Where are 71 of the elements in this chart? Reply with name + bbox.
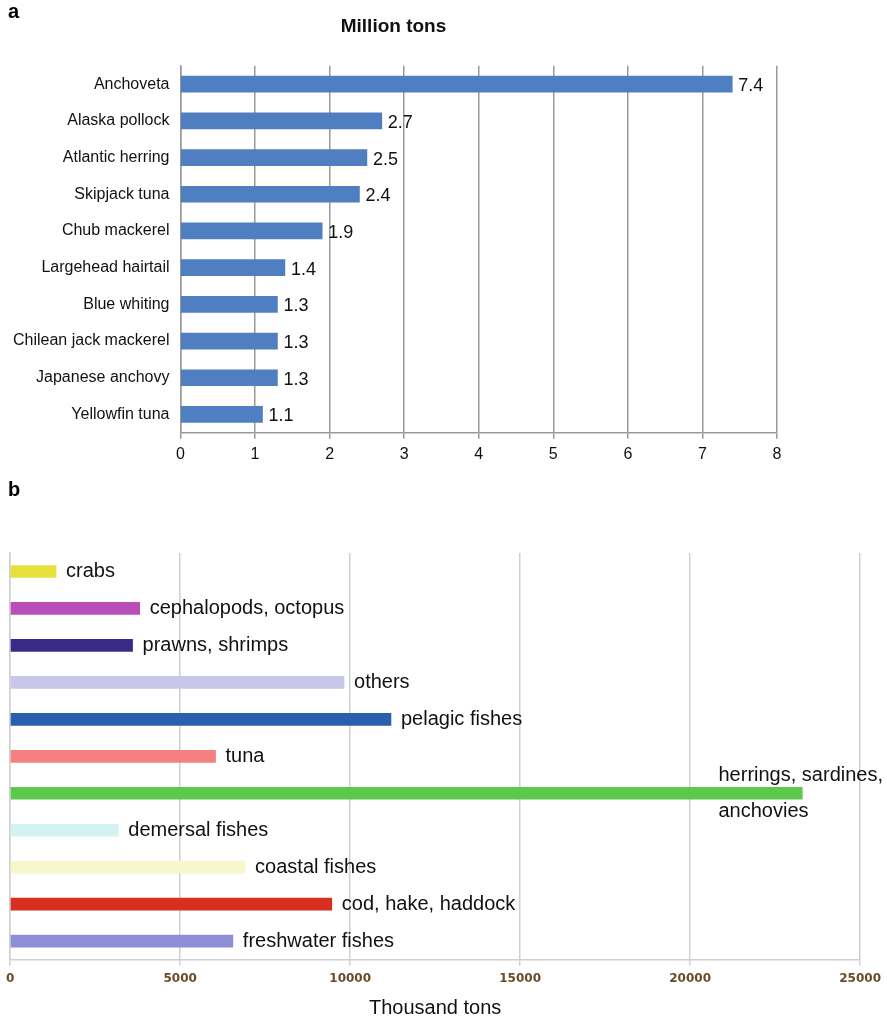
data-label: 7.4 bbox=[738, 75, 764, 96]
text: b bbox=[8, 478, 21, 501]
bar bbox=[10, 676, 345, 689]
y-tick-label: cephalopods, octopus bbox=[149, 595, 345, 618]
y-tick-label: prawns, shrimps bbox=[142, 632, 289, 655]
bar bbox=[10, 713, 392, 726]
bar bbox=[10, 565, 57, 578]
bar bbox=[10, 897, 333, 911]
y-tick-label: Chilean jack mackerel bbox=[12, 331, 170, 349]
x-tick-label: 8 bbox=[772, 444, 782, 462]
x-tick-label: 10000 bbox=[329, 970, 372, 985]
y-tick-label: coastal fishes bbox=[255, 854, 377, 877]
x-tick-label: 6 bbox=[623, 444, 633, 462]
bar bbox=[180, 185, 360, 203]
bar bbox=[10, 749, 216, 763]
data-label: 1.3 bbox=[283, 368, 309, 389]
x-tick-label: 0 bbox=[176, 444, 186, 462]
x-tick-label: 1 bbox=[250, 444, 260, 462]
bar bbox=[180, 406, 263, 423]
x-tick-label: 0 bbox=[6, 970, 15, 985]
y-tick-label: tuna bbox=[225, 743, 266, 766]
x-axis-title: Thousand tons bbox=[368, 995, 502, 1018]
bar bbox=[180, 75, 733, 93]
bar bbox=[180, 259, 286, 276]
y-tick-label: Largehead hairtail bbox=[41, 258, 170, 276]
y-tick-label: Yellowfin tuna bbox=[71, 404, 170, 422]
text: a bbox=[8, 0, 20, 23]
data-label: 1.9 bbox=[328, 221, 354, 242]
data-label: 1.3 bbox=[283, 332, 309, 353]
x-tick-label: 4 bbox=[474, 444, 484, 462]
bar bbox=[10, 602, 141, 615]
bar bbox=[10, 934, 234, 948]
x-tick-label: 5000 bbox=[163, 970, 197, 985]
bar bbox=[180, 222, 323, 240]
data-label: 1.1 bbox=[268, 405, 294, 426]
y-tick-label: Blue whiting bbox=[83, 294, 170, 312]
bar bbox=[180, 369, 278, 387]
y-tick-label: Alaska pollock bbox=[67, 111, 171, 129]
y-tick-label: crabs bbox=[66, 559, 115, 581]
y-tick-label: others bbox=[354, 669, 410, 692]
y-tick-label: Japanese anchovy bbox=[36, 368, 170, 386]
y-tick-label: freshwater fishes bbox=[242, 928, 395, 951]
data-label: 2.4 bbox=[365, 185, 391, 206]
y-tick-label: Anchoveta bbox=[93, 74, 170, 92]
bar bbox=[10, 786, 803, 800]
data-label: 2.7 bbox=[387, 111, 413, 132]
data-label: 1.4 bbox=[290, 258, 316, 279]
x-tick-label: 5 bbox=[548, 444, 558, 462]
bar bbox=[180, 112, 383, 130]
y-tick-label: demersal fishes bbox=[128, 817, 269, 840]
bar bbox=[10, 823, 119, 837]
x-tick-label: 3 bbox=[399, 444, 409, 462]
y-tick-label: cod, hake, haddock bbox=[341, 891, 517, 914]
data-label: 1.3 bbox=[283, 295, 309, 316]
y-tick-label: Skipjack tuna bbox=[74, 184, 170, 202]
bar bbox=[180, 296, 278, 313]
y-tick-label: Chub mackerel bbox=[61, 221, 170, 239]
chart-title: Million tons bbox=[340, 14, 447, 36]
x-tick-label: 15000 bbox=[499, 970, 542, 985]
y-tick-label: pelagic fishes bbox=[400, 706, 523, 729]
bar bbox=[10, 860, 246, 874]
x-tick-label: 25000 bbox=[839, 970, 881, 985]
x-tick-label: 20000 bbox=[669, 970, 712, 985]
x-tick-label: 7 bbox=[697, 444, 707, 462]
y-tick-label: herrings, sardines, anchovies bbox=[718, 762, 884, 821]
bar bbox=[10, 639, 133, 652]
bar bbox=[180, 149, 368, 166]
bar bbox=[180, 332, 278, 350]
x-tick-label: 2 bbox=[325, 444, 335, 462]
data-label: 2.5 bbox=[372, 148, 398, 169]
y-tick-label: Atlantic herring bbox=[62, 147, 170, 165]
